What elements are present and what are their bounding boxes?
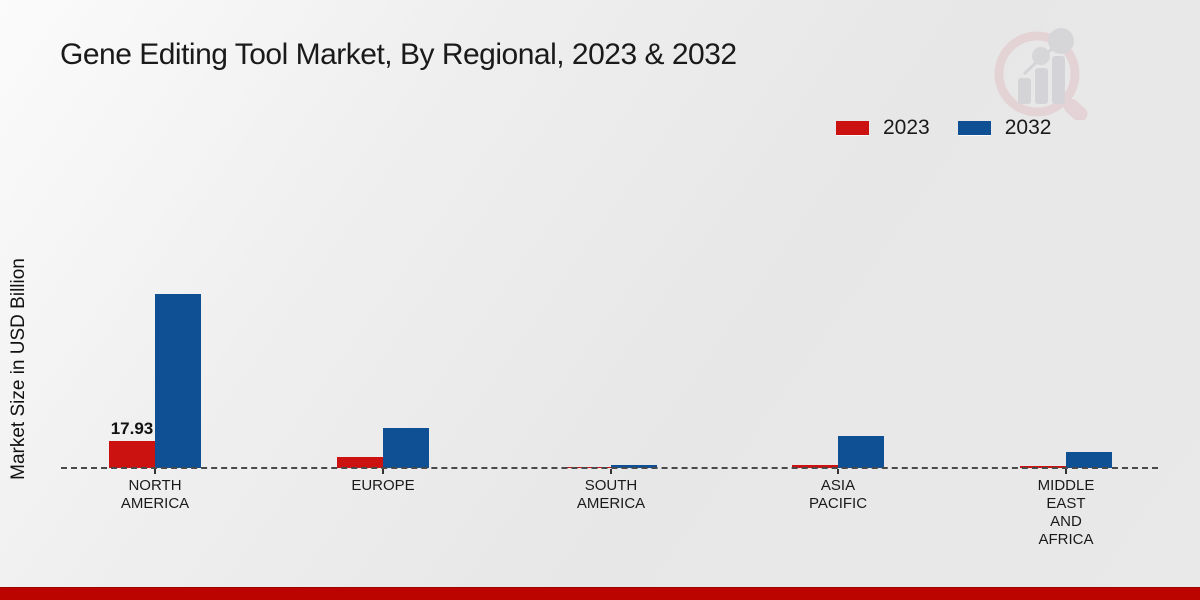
legend-label-2023: 2023 xyxy=(883,116,930,139)
legend-item-2023: 2023 xyxy=(836,116,930,140)
footer-strip xyxy=(0,587,1200,600)
category-label-south-america: SOUTH AMERICA xyxy=(576,477,646,512)
legend-label-2032: 2032 xyxy=(1004,116,1052,139)
x-axis-baseline xyxy=(61,467,1158,469)
value-label-2023-north-america: 17.93 xyxy=(110,419,154,438)
bar-2023-europe xyxy=(337,457,383,468)
legend-swatch-2032 xyxy=(957,121,991,135)
bar-2032-south-america xyxy=(611,465,657,468)
bar-2023-north-america xyxy=(109,441,155,468)
category-label-north-america: NORTH AMERICA xyxy=(120,477,190,512)
bar-2032-asia-pacific xyxy=(838,436,884,468)
chart-title: Gene Editing Tool Market, By Regional, 2… xyxy=(60,38,737,71)
x-axis-tick xyxy=(382,469,384,474)
legend-item-2032: 2032 xyxy=(957,116,1052,140)
category-label-middle-east-and-africa: MIDDLE EAST AND AFRICA xyxy=(1037,477,1095,548)
category-label-asia-pacific: ASIA PACIFIC xyxy=(808,477,868,512)
x-axis-tick xyxy=(610,469,612,474)
y-axis-label: Market Size in USD Billion xyxy=(8,258,29,480)
category-label-europe: EUROPE xyxy=(351,477,415,494)
x-axis-tick xyxy=(837,469,839,474)
bar-2032-europe xyxy=(383,428,429,468)
bar-2032-middle-east-and-africa xyxy=(1066,452,1112,468)
market-research-future-logo-icon xyxy=(994,28,1088,120)
legend: 2023 2032 xyxy=(836,116,1051,140)
x-axis-tick xyxy=(1065,469,1067,474)
legend-swatch-2023 xyxy=(836,121,869,135)
x-axis-tick xyxy=(154,469,156,474)
bar-2032-north-america xyxy=(155,294,201,468)
bar-2023-asia-pacific xyxy=(792,465,838,468)
